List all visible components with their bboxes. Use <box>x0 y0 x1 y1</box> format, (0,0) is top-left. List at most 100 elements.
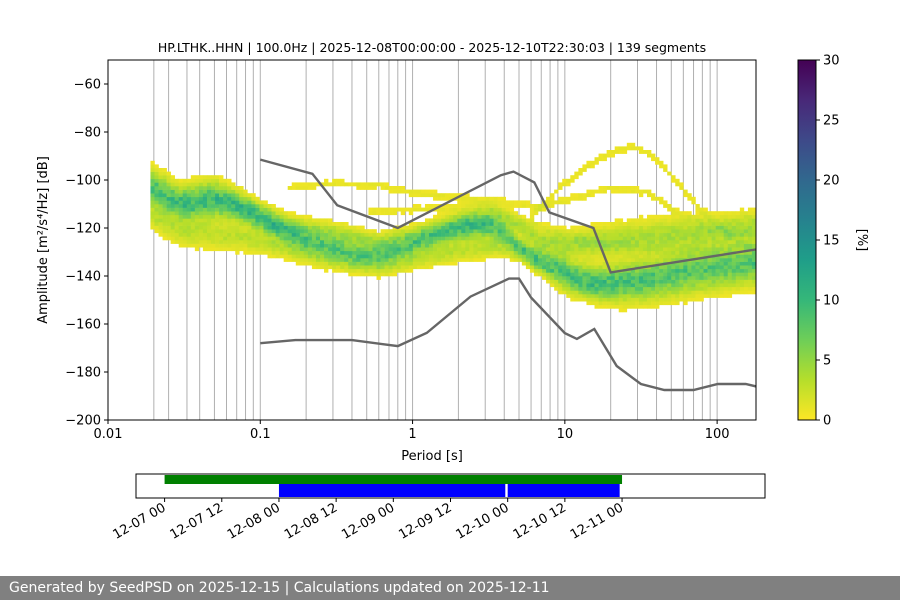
heatmap-cell <box>449 204 454 208</box>
heatmap-cell <box>659 200 664 205</box>
heatmap-cell <box>235 204 240 208</box>
heatmap-cell <box>594 261 599 266</box>
heatmap-cell <box>162 211 167 216</box>
heatmap-cell <box>235 225 240 230</box>
heatmap-cell <box>731 214 737 219</box>
heatmap-cell <box>590 189 595 194</box>
heatmap-cell <box>554 272 559 277</box>
heatmap-cell <box>509 247 515 252</box>
heatmap-cell <box>429 207 434 212</box>
heatmap-cell <box>634 268 640 273</box>
heatmap-cell <box>743 247 749 252</box>
heatmap-cell <box>158 186 163 190</box>
heatmap-cell <box>420 232 426 237</box>
heatmap-cell <box>392 232 398 237</box>
heatmap-cell <box>255 214 260 219</box>
heatmap-cell <box>445 236 450 241</box>
heatmap-cell <box>525 247 531 252</box>
heatmap-cell <box>655 304 660 309</box>
heatmap-cell <box>477 250 482 255</box>
heatmap-cell <box>743 229 749 234</box>
heatmap-cell <box>372 232 377 237</box>
heatmap-cell <box>493 243 498 248</box>
heatmap-cell <box>578 229 583 234</box>
heatmap-cell <box>554 189 559 194</box>
heatmap-cell <box>465 196 470 201</box>
heatmap-cell <box>638 218 644 223</box>
heatmap-cell <box>602 276 607 280</box>
heatmap-cell <box>655 294 660 298</box>
heatmap-cell <box>723 243 729 248</box>
heatmap-cell <box>634 294 640 298</box>
heatmap-cell <box>485 240 490 244</box>
heatmap-cell <box>723 218 729 223</box>
heatmap-cell <box>558 236 563 241</box>
heatmap-cell <box>743 250 749 255</box>
heatmap-cell <box>215 182 220 187</box>
heatmap-cell <box>477 243 482 248</box>
heatmap-cell <box>215 175 220 180</box>
heatmap-cell <box>182 222 188 226</box>
heatmap-cell <box>630 258 636 262</box>
heatmap-cell <box>178 225 184 230</box>
heatmap-cell <box>675 211 680 216</box>
heatmap-cell <box>404 243 410 248</box>
heatmap-cell <box>711 247 716 252</box>
heatmap-cell <box>517 204 523 208</box>
heatmap-cell <box>699 297 704 302</box>
heatmap-cell <box>412 207 418 212</box>
heatmap-cell <box>223 182 228 187</box>
heatmap-cell <box>424 265 430 270</box>
heatmap-cell <box>570 261 575 266</box>
heatmap-cell <box>364 243 369 248</box>
heatmap-cell <box>647 247 652 252</box>
heatmap-cell <box>711 258 716 262</box>
heatmap-cell <box>735 276 741 280</box>
heatmap-cell <box>509 258 515 262</box>
heatmap-cell <box>392 229 398 234</box>
heatmap-cell <box>634 229 640 234</box>
heatmap-cell <box>198 189 204 194</box>
heatmap-cell <box>360 261 365 266</box>
heatmap-cell <box>376 268 381 273</box>
heatmap-cell <box>691 272 696 277</box>
heatmap-cell <box>525 250 531 255</box>
heatmap-cell <box>396 265 402 270</box>
heatmap-cell <box>675 286 680 291</box>
heatmap-cell <box>578 225 583 230</box>
heatmap-cell <box>618 294 624 298</box>
heatmap-cell <box>751 232 756 237</box>
heatmap-cell <box>739 272 745 277</box>
heatmap-cell <box>469 229 474 234</box>
heatmap-cell <box>622 150 628 154</box>
heatmap-cell <box>247 200 252 205</box>
heatmap-cell <box>598 258 603 262</box>
heatmap-cell <box>675 294 680 298</box>
heatmap-cell <box>408 236 414 241</box>
heatmap-cell <box>634 146 640 151</box>
heatmap-cell <box>582 265 587 270</box>
heatmap-cell <box>634 304 640 309</box>
heatmap-cell <box>376 232 381 237</box>
heatmap-cell <box>215 186 220 190</box>
heatmap-cell <box>630 272 636 277</box>
heatmap-cell <box>610 279 616 284</box>
heatmap-cell <box>747 279 753 284</box>
heatmap-cell <box>376 240 381 244</box>
heatmap-cell <box>295 229 301 234</box>
heatmap-cell <box>202 182 208 187</box>
heatmap-cell <box>239 232 244 237</box>
heatmap-cell <box>473 232 478 237</box>
heatmap-cell <box>356 236 361 241</box>
heatmap-cell <box>525 258 531 262</box>
heatmap-cell <box>727 290 733 295</box>
heatmap-cell <box>590 250 595 255</box>
heatmap-cell <box>380 207 385 212</box>
heatmap-cell <box>715 225 720 230</box>
heatmap-cell <box>566 200 571 205</box>
heatmap-cell <box>154 207 159 212</box>
heatmap-cell <box>691 254 696 259</box>
heatmap-cell <box>384 186 389 190</box>
heatmap-cell <box>647 258 652 262</box>
